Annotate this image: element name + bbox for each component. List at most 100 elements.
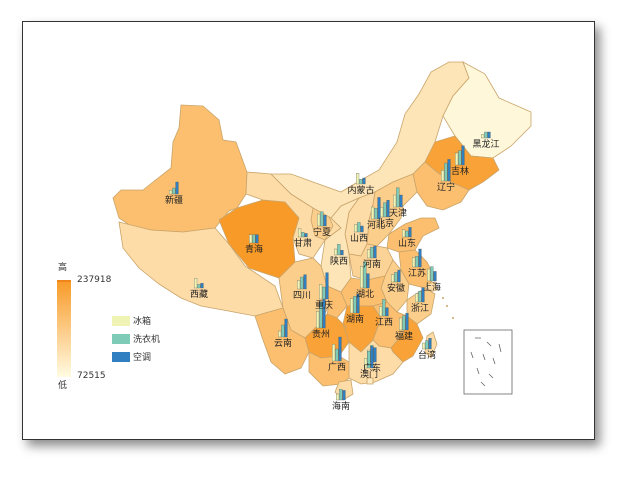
bar-3-1[interactable] bbox=[301, 232, 305, 238]
bar-15-1[interactable] bbox=[370, 247, 374, 259]
bar-12-1[interactable] bbox=[357, 222, 361, 233]
bar-26-2[interactable] bbox=[284, 318, 288, 338]
bar-21-0[interactable] bbox=[360, 266, 364, 289]
bar-12-0[interactable] bbox=[354, 224, 358, 233]
bar-2-0[interactable] bbox=[249, 234, 253, 244]
legend-swatch-ac[interactable] bbox=[112, 352, 130, 362]
bar-2-1[interactable] bbox=[252, 234, 256, 244]
bar-30-1[interactable] bbox=[367, 351, 371, 369]
legend-swatch-fridge[interactable] bbox=[112, 316, 130, 326]
bar-22-2[interactable] bbox=[421, 287, 425, 303]
legend-label-washer[interactable]: 洗衣机 bbox=[133, 333, 160, 345]
bar-10-0[interactable] bbox=[393, 194, 397, 208]
region-shanghai[interactable] bbox=[426, 281, 438, 293]
bar-1-0[interactable] bbox=[194, 278, 198, 289]
bar-3-0[interactable] bbox=[298, 228, 302, 238]
bar-4-2[interactable] bbox=[323, 215, 327, 227]
bar-20-0[interactable] bbox=[319, 284, 323, 300]
bar-2-2[interactable] bbox=[255, 234, 259, 244]
bar-20-1[interactable] bbox=[322, 286, 326, 300]
bar-7-1[interactable] bbox=[458, 150, 462, 166]
visualmap-gradient-bar[interactable] bbox=[57, 281, 71, 377]
bar-24-2[interactable] bbox=[385, 307, 389, 317]
bar-11-0[interactable] bbox=[371, 206, 375, 220]
legend-swatch-washer[interactable] bbox=[112, 334, 130, 344]
bar-5-1[interactable] bbox=[359, 179, 363, 185]
bar-26-0[interactable] bbox=[278, 330, 282, 338]
bar-8-2[interactable] bbox=[447, 159, 451, 182]
bar-32-1[interactable] bbox=[339, 389, 343, 401]
bar-12-2[interactable] bbox=[360, 225, 364, 233]
bar-18-0[interactable] bbox=[427, 268, 431, 282]
bar-9-2[interactable] bbox=[386, 200, 390, 218]
bar-0-0[interactable] bbox=[169, 190, 173, 195]
bar-18-1[interactable] bbox=[430, 266, 434, 282]
legend-label-ac[interactable]: 空调 bbox=[133, 351, 151, 363]
bar-13-0[interactable] bbox=[402, 229, 406, 238]
bar-21-2[interactable] bbox=[366, 273, 370, 289]
bar-25-0[interactable] bbox=[316, 311, 320, 329]
bar-16-1[interactable] bbox=[415, 256, 419, 268]
bar-16-0[interactable] bbox=[412, 257, 416, 268]
legend-label-fridge[interactable]: 冰箱 bbox=[133, 315, 151, 327]
bar-28-2[interactable] bbox=[338, 336, 342, 362]
bar-11-1[interactable] bbox=[374, 208, 378, 220]
bar-21-1[interactable] bbox=[363, 261, 367, 289]
bar-31-1[interactable] bbox=[425, 340, 429, 350]
region-macau[interactable] bbox=[366, 377, 374, 385]
bar-4-1[interactable] bbox=[320, 211, 324, 227]
bar-17-2[interactable] bbox=[397, 269, 401, 283]
region-shandong[interactable] bbox=[386, 217, 440, 253]
bar-6-1[interactable] bbox=[484, 131, 488, 139]
bar-23-2[interactable] bbox=[356, 293, 360, 314]
bar-7-2[interactable] bbox=[461, 145, 465, 166]
bar-10-1[interactable] bbox=[396, 187, 400, 208]
bar-32-0[interactable] bbox=[336, 393, 340, 401]
bar-31-2[interactable] bbox=[428, 338, 432, 350]
region-henan[interactable] bbox=[348, 243, 394, 281]
bar-17-0[interactable] bbox=[391, 274, 395, 283]
bar-15-0[interactable] bbox=[367, 249, 371, 259]
bar-24-0[interactable] bbox=[379, 306, 383, 317]
bar-1-1[interactable] bbox=[197, 284, 201, 289]
bar-30-2[interactable] bbox=[370, 346, 374, 369]
bar-6-2[interactable] bbox=[487, 131, 491, 139]
bar-14-1[interactable] bbox=[337, 244, 341, 256]
bar-1-2[interactable] bbox=[200, 283, 204, 289]
visualmap-handle[interactable] bbox=[57, 280, 71, 282]
bar-20-2[interactable] bbox=[325, 272, 329, 300]
bar-0-2[interactable] bbox=[175, 181, 179, 195]
bar-4-0[interactable] bbox=[317, 213, 321, 227]
bar-32-2[interactable] bbox=[342, 390, 346, 401]
bar-26-1[interactable] bbox=[281, 324, 285, 338]
bar-0-1[interactable] bbox=[172, 187, 176, 195]
bar-5-0[interactable] bbox=[356, 173, 360, 185]
bar-10-2[interactable] bbox=[399, 194, 403, 208]
bar-13-2[interactable] bbox=[408, 227, 412, 238]
bar-31-0[interactable] bbox=[422, 342, 426, 350]
region-xinjiang[interactable] bbox=[112, 104, 248, 233]
bar-5-2[interactable] bbox=[362, 177, 366, 185]
bar-22-0[interactable] bbox=[415, 293, 419, 303]
bar-27-1[interactable] bbox=[402, 315, 406, 331]
bar-24-1[interactable] bbox=[382, 299, 386, 317]
bar-28-0[interactable] bbox=[332, 344, 336, 362]
bar-22-1[interactable] bbox=[418, 291, 422, 303]
bar-8-1[interactable] bbox=[444, 162, 448, 182]
bar-25-2[interactable] bbox=[322, 299, 326, 329]
bar-19-0[interactable] bbox=[297, 280, 301, 290]
bar-15-2[interactable] bbox=[373, 245, 377, 259]
bar-29-2[interactable] bbox=[373, 347, 377, 363]
bar-14-0[interactable] bbox=[334, 248, 338, 256]
bar-28-1[interactable] bbox=[335, 348, 339, 362]
bar-17-1[interactable] bbox=[394, 272, 398, 283]
bar-7-0[interactable] bbox=[455, 152, 459, 166]
bar-23-1[interactable] bbox=[353, 296, 357, 314]
bar-14-2[interactable] bbox=[340, 250, 344, 256]
bar-27-0[interactable] bbox=[399, 317, 403, 331]
bar-16-2[interactable] bbox=[418, 248, 422, 268]
bar-23-0[interactable] bbox=[350, 298, 354, 314]
bar-11-2[interactable] bbox=[377, 197, 381, 220]
bar-18-2[interactable] bbox=[433, 271, 437, 282]
bar-27-2[interactable] bbox=[405, 313, 409, 331]
